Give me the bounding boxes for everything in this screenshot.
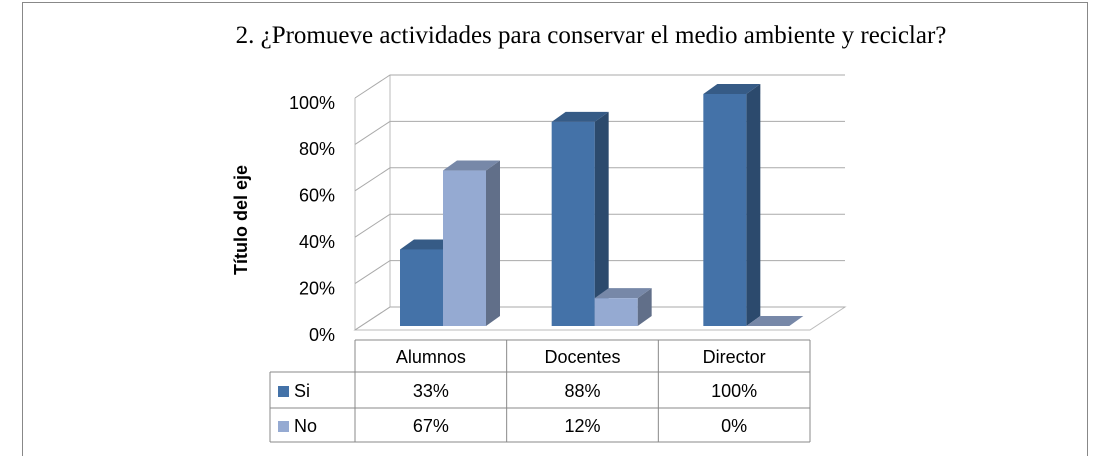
bar-side xyxy=(746,84,761,326)
bar xyxy=(443,170,486,326)
grid-line xyxy=(354,74,845,99)
x-tick-label: Director xyxy=(703,347,766,367)
bar-top xyxy=(443,160,500,171)
grid-line xyxy=(354,120,845,145)
bar-top xyxy=(746,316,804,326)
grid-line xyxy=(354,167,845,192)
bar xyxy=(594,298,638,326)
grid-line xyxy=(354,306,845,331)
legend-swatch xyxy=(278,421,289,432)
bar-side xyxy=(637,288,652,326)
y-tick-label: 80% xyxy=(299,139,335,159)
bar-top xyxy=(594,288,652,299)
data-label: 33% xyxy=(413,381,449,401)
bar xyxy=(400,249,443,326)
grid-line xyxy=(354,260,845,285)
bar xyxy=(703,94,747,326)
bar-side xyxy=(594,111,609,326)
bar xyxy=(551,121,595,326)
data-label: 88% xyxy=(564,381,600,401)
y-tick-label: 100% xyxy=(289,93,335,113)
data-label: 67% xyxy=(413,416,449,436)
bar-top xyxy=(703,84,761,94)
x-tick-label: Alumnos xyxy=(396,347,466,367)
y-axis-title: Título del eje xyxy=(231,165,251,275)
y-tick-label: 20% xyxy=(299,278,335,298)
chart-border xyxy=(22,2,1088,456)
bar-top xyxy=(400,239,457,250)
legend-swatch xyxy=(278,386,289,397)
data-label: 100% xyxy=(711,381,757,401)
data-label: 12% xyxy=(564,416,600,436)
data-label: 0% xyxy=(721,416,747,436)
x-tick-label: Docentes xyxy=(544,347,620,367)
grid-line xyxy=(354,213,845,238)
y-tick-label: 40% xyxy=(299,232,335,252)
chart-title: 2. ¿Promueve actividades para conservar … xyxy=(235,22,947,49)
y-tick-label: 60% xyxy=(299,186,335,206)
legend-label: No xyxy=(294,416,317,436)
legend-label: Si xyxy=(294,381,310,401)
y-tick-label: 0% xyxy=(309,325,335,345)
bar-side xyxy=(486,160,500,326)
bar-top xyxy=(551,111,609,122)
